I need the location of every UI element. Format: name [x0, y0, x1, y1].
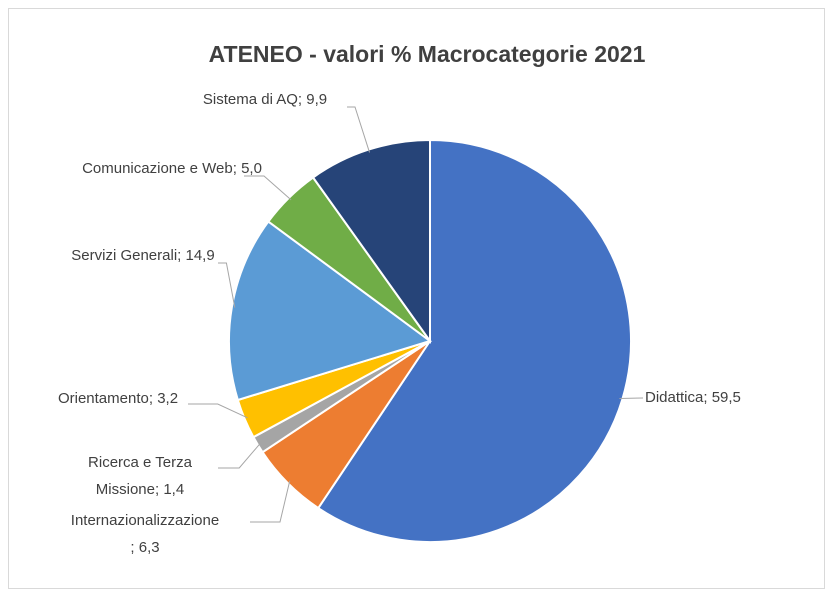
label-part: ; — [154, 481, 164, 498]
label-part: ; — [177, 247, 186, 264]
label-part: 1,4 — [163, 481, 185, 498]
label-part: Internazionalizzazione — [70, 512, 220, 529]
label-part: ; — [130, 539, 139, 556]
label-part: Ricerca e Terza Missione — [88, 454, 192, 498]
chart-title: ATENEO - valori % Macrocategorie 2021 — [209, 41, 646, 67]
leader-line — [218, 442, 261, 469]
leader-line — [619, 397, 644, 400]
label-part: 6,3 — [138, 539, 160, 556]
data-label: Internazionalizzazione; 6,3 — [70, 507, 220, 561]
data-label: Orientamento; 3,2 — [48, 385, 188, 412]
leader-line — [250, 480, 291, 523]
label-part: ; — [703, 389, 712, 406]
label-part: Orientamento — [57, 390, 149, 407]
label-part: 9,9 — [306, 91, 328, 108]
label-part: ; — [232, 160, 242, 177]
pie-slice — [316, 138, 632, 543]
label-part: 14,9 — [185, 247, 215, 264]
data-label: Didattica; 59,5 — [645, 384, 815, 411]
label-part: Servizi Generali — [71, 247, 178, 264]
label-part: 5,0 — [241, 160, 262, 177]
data-label: Servizi Generali; 14,9 — [63, 242, 223, 269]
leader-line — [188, 403, 248, 419]
label-part: Didattica — [645, 389, 704, 406]
data-label: Ricerca e Terza Missione; 1,4 — [60, 449, 220, 503]
leader-line — [347, 106, 370, 153]
label-part: Comunicazione e Web — [82, 160, 233, 177]
label-part: 59,5 — [711, 389, 741, 406]
pie-slice — [228, 220, 433, 402]
label-part: ; — [148, 390, 158, 407]
label-part: 3,2 — [157, 390, 179, 407]
leader-line — [244, 175, 292, 201]
data-label: Comunicazione e Web; 5,0 — [82, 155, 262, 182]
label-part: Sistema di AQ — [202, 91, 298, 108]
leader-line — [218, 262, 236, 308]
data-label: Sistema di AQ; 9,9 — [200, 86, 330, 113]
label-part: ; — [297, 91, 307, 108]
